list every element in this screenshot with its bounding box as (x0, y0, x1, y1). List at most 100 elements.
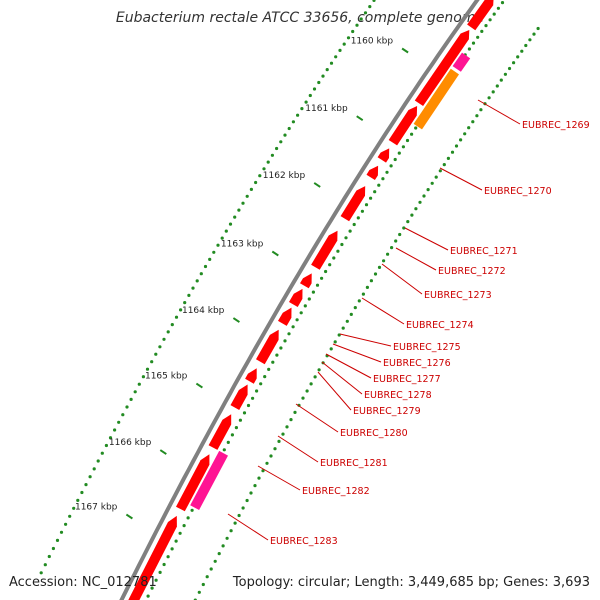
cds-reverse-arrow (176, 454, 210, 512)
gc-skew-dot (209, 567, 213, 571)
gc-skew-dot (312, 87, 317, 91)
gc-skew-dot (187, 293, 191, 297)
gc-skew-dot (479, 108, 483, 112)
gc-skew-dot (344, 236, 348, 240)
gc-skew-dot (345, 319, 349, 323)
gc-skew-dot (377, 183, 381, 187)
gc-skew-dot (356, 216, 360, 220)
gc-skew-dot (195, 279, 199, 283)
gc-skew-dot (476, 35, 480, 39)
leader-line (317, 371, 352, 411)
gc-skew-dot (386, 252, 390, 256)
gc-skew-dot (311, 290, 315, 294)
genome-backbone (119, 0, 480, 600)
gene-label: EUBREC_1273 (424, 290, 492, 301)
cds-reverse-arrow (300, 273, 312, 289)
leader-line (325, 353, 372, 379)
gc-skew-dot (230, 433, 234, 437)
gc-skew-dot (351, 29, 355, 34)
tick-mark (313, 182, 321, 188)
gc-skew-dot (516, 55, 520, 59)
tick-mark (232, 317, 240, 323)
gc-skew-dot (158, 570, 162, 575)
gc-skew-dot (208, 257, 212, 261)
cds-reverse-arrow (245, 368, 257, 384)
gc-skew-dot (217, 552, 221, 556)
tick-mark (159, 449, 167, 455)
gene-label: EUBREC_1283 (270, 536, 338, 547)
tick-label: 1161 kbp (305, 104, 348, 114)
leader-line (404, 227, 449, 251)
gc-skew-dot (334, 55, 338, 59)
gc-skew-dot (471, 120, 475, 124)
gc-skew-dot (414, 207, 418, 211)
gc-skew-dot (442, 163, 446, 167)
gc-skew-dot (182, 524, 186, 528)
tick-label: 1164 kbp (182, 306, 225, 316)
gc-skew-dot (96, 459, 100, 463)
leader-line (339, 333, 392, 347)
gc-skew-dot (199, 272, 203, 276)
gc-skew-dot (520, 49, 524, 53)
gc-skew-dot (507, 66, 512, 71)
gc-skew-dot (491, 90, 495, 94)
tick-mark (401, 47, 409, 54)
gc-skew-dot (275, 353, 279, 357)
gc-skew-dot (308, 93, 312, 98)
gc-skew-dot (137, 382, 141, 386)
gc-skew-dot (154, 352, 158, 356)
gene-bar-eubrec-1269 (452, 52, 471, 72)
gc-skew-dot (233, 215, 237, 219)
gc-skew-dot (68, 514, 72, 518)
gc-skew-dot (324, 269, 328, 274)
gc-skew-dot (355, 23, 359, 27)
gc-skew-dot (258, 174, 262, 178)
gc-skew-dot (150, 586, 154, 590)
gc-skew-dot (263, 375, 267, 379)
leader-line (257, 465, 301, 491)
gc-skew-dot (262, 167, 266, 171)
gc-skew-dot (309, 382, 313, 386)
accession-text: Accession: NC_012781 (9, 575, 157, 590)
gc-skew-dot (245, 498, 249, 503)
topology-summary: Topology: circular; Length: 3,449,685 bp… (232, 575, 590, 590)
gene-label: EUBREC_1270 (484, 186, 552, 197)
gc-skew-dot (373, 190, 377, 194)
tick-label: 1162 kbp (263, 171, 306, 181)
gc-skew-dot (216, 243, 220, 247)
gc-skew-dot (475, 114, 479, 118)
gc-skew-dot (360, 209, 364, 213)
gc-skew-dot (269, 454, 273, 458)
gc-skew-dot (55, 538, 60, 543)
leader-line (295, 403, 339, 433)
gc-skew-dot (104, 443, 108, 448)
gc-skew-dot (357, 299, 361, 303)
gc-skew-dot (179, 308, 183, 312)
gc-skew-dot (471, 41, 476, 45)
gc-skew-dot (145, 367, 150, 371)
gc-skew-dot (186, 516, 190, 520)
gc-skew-dot (213, 559, 217, 563)
gc-skew-dot (271, 360, 275, 364)
gc-skew-dot (158, 345, 162, 349)
gc-skew-dot (225, 536, 229, 540)
gc-skew-dot (315, 283, 320, 287)
tick-label: 1167 kbp (75, 503, 118, 513)
gc-skew-dot (283, 339, 287, 343)
leader-line (381, 263, 423, 295)
gc-skew-dot (321, 74, 325, 78)
gc-skew-dot (418, 200, 422, 204)
gc-skew-dot (166, 555, 170, 559)
gc-skew-dot (307, 297, 311, 301)
cds-reverse-arrow (128, 515, 177, 600)
gc-skew-dot (390, 246, 394, 250)
gc-skew-dot (317, 368, 321, 372)
gc-skew-dot (398, 232, 402, 237)
cds-reverse-arrow (230, 384, 248, 410)
gc-skew-dot (426, 188, 430, 192)
gc-skew-dot (467, 126, 471, 130)
gc-skew-dot (129, 397, 133, 401)
gc-skew-dot (414, 126, 418, 130)
gc-skew-dot (212, 250, 216, 254)
gc-skew-dot (279, 346, 283, 350)
